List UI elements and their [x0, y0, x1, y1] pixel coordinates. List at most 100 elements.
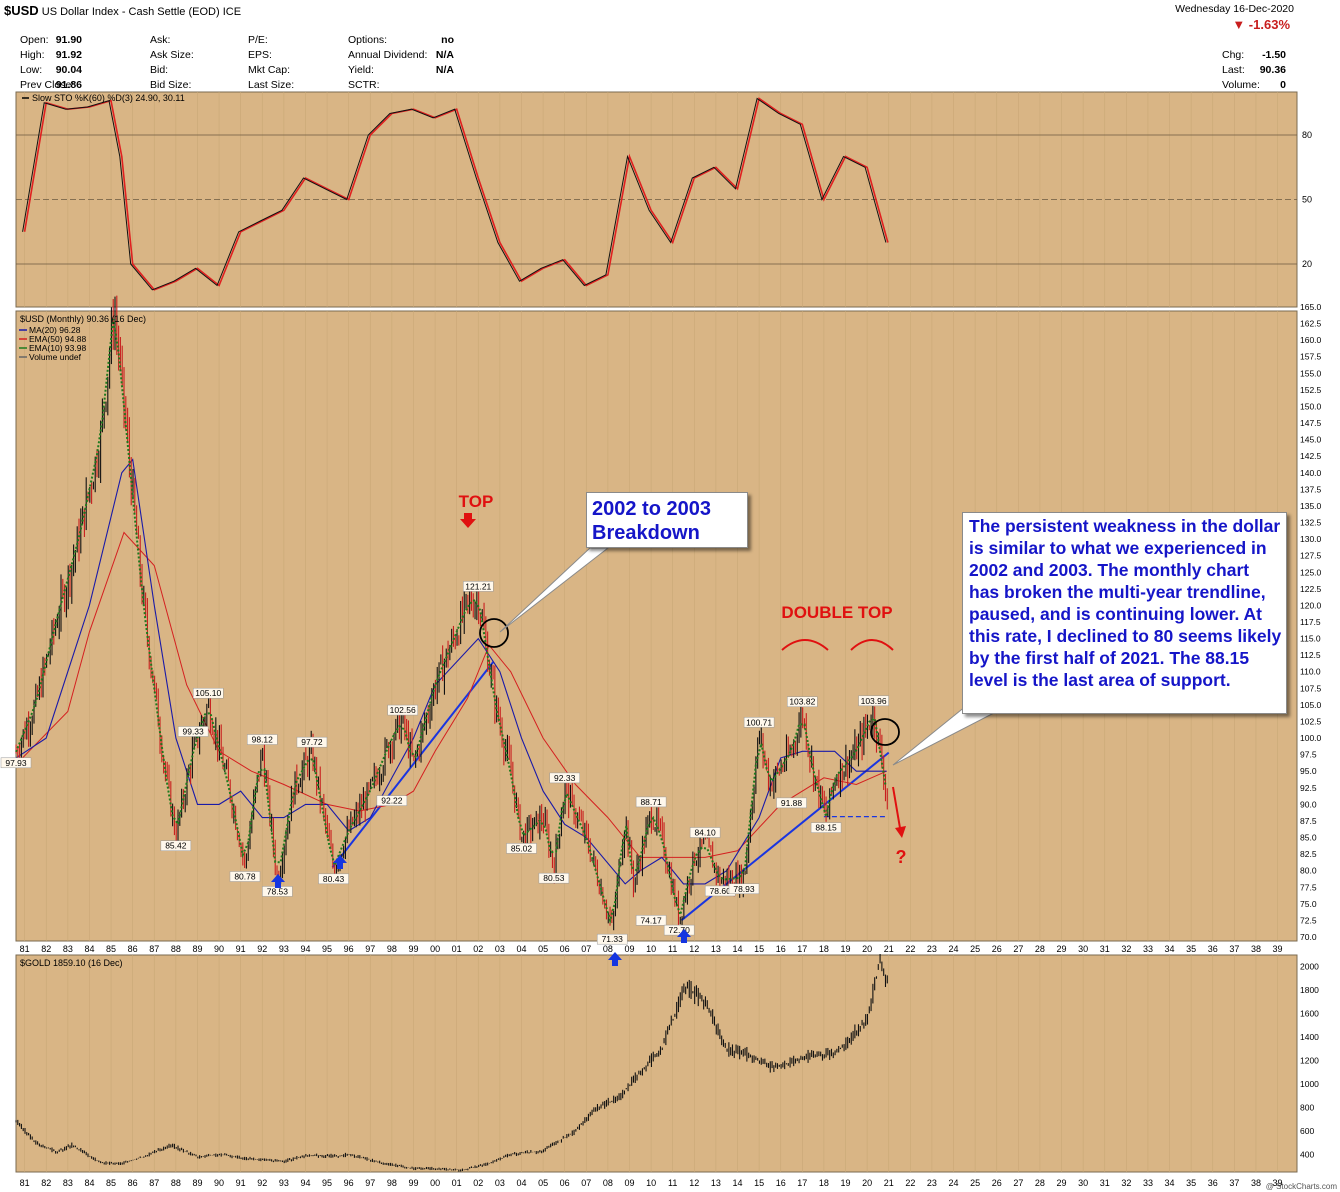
price-y-tick: 140.0 — [1300, 468, 1322, 478]
data-label-box — [728, 883, 760, 895]
bottom-arrow-1992 — [271, 874, 285, 888]
quote-label: Mkt Cap: — [248, 64, 291, 76]
quote-label: Yield: — [348, 64, 374, 76]
price-legend-item: EMA(10) 93.98 — [29, 343, 86, 353]
x-tick-label: 94 — [300, 1178, 310, 1188]
x-tick-label: 96 — [344, 1178, 354, 1188]
price-y-tick: 137.5 — [1300, 484, 1322, 494]
quote-label: Bid: — [150, 64, 169, 76]
quote-label: Prev Close: — [20, 79, 75, 91]
x-tick-label: 05 — [538, 944, 548, 954]
data-label-box — [376, 795, 408, 806]
price-y-tick: 162.5 — [1300, 319, 1322, 329]
quote-label: SCTR: — [348, 79, 380, 91]
breakout-circle — [870, 718, 900, 746]
x-tick-label: 26 — [992, 944, 1002, 954]
x-tick-label: 33 — [1143, 1178, 1153, 1188]
x-tick-label: 06 — [560, 1178, 570, 1188]
quote-value: 91.90 — [55, 34, 82, 46]
x-tick-label: 88 — [171, 944, 181, 954]
x-tick-label: 33 — [1143, 944, 1153, 954]
price-legend-title: $USD (Monthly) 90.36 (16 Dec) — [20, 314, 146, 324]
price-y-tick: 147.5 — [1300, 418, 1322, 428]
data-label-box — [247, 734, 278, 745]
data-label-box — [160, 840, 192, 851]
x-tick-label: 28 — [1035, 1178, 1045, 1188]
x-tick-label: 86 — [128, 1178, 138, 1188]
price-y-tick: 77.5 — [1300, 882, 1317, 892]
x-tick-label: 24 — [949, 1178, 959, 1188]
chart-date: Wednesday 16-Dec-2020 — [1175, 3, 1294, 15]
quote-label: Last: — [1222, 64, 1245, 76]
data-label-box — [810, 822, 842, 833]
ema10-line — [15, 318, 887, 925]
x-tick-label: 35 — [1186, 1178, 1196, 1188]
x-tick-label: 23 — [927, 944, 937, 954]
price-y-tick: 110.0 — [1300, 667, 1321, 677]
price-y-tick: 102.5 — [1300, 716, 1322, 726]
data-label-box — [318, 873, 349, 885]
data-label: 85.02 — [511, 843, 533, 853]
x-tick-label: 30 — [1078, 1178, 1088, 1188]
x-tick-label: 14 — [732, 1178, 742, 1188]
x-tick-label: 20 — [862, 1178, 872, 1188]
double-top-arc-left — [781, 639, 829, 651]
gold-y-tick: 600 — [1300, 1126, 1314, 1136]
data-label: 88.15 — [815, 823, 837, 833]
question-mark: ? — [896, 847, 907, 867]
price-y-tick: 130.0 — [1300, 534, 1322, 544]
bottom-arrow-2011 — [677, 929, 691, 943]
data-label: 71.33 — [602, 934, 624, 944]
price-y-tick: 152.5 — [1300, 385, 1322, 395]
price-y-tick: 132.5 — [1300, 518, 1322, 528]
x-tick-label: 32 — [1121, 1178, 1131, 1188]
price-y-tick: 90.0 — [1300, 799, 1317, 809]
x-tick-label: 99 — [408, 944, 418, 954]
data-label: 121.21 — [465, 581, 491, 591]
quote-label: High: — [20, 49, 45, 61]
data-label-box — [635, 796, 667, 808]
price-legend-item: EMA(50) 94.88 — [29, 334, 86, 344]
exchange: ICE — [222, 6, 242, 18]
price-y-tick: 80.0 — [1300, 866, 1317, 876]
price-legend-item: Volume undef — [29, 352, 82, 362]
quote-label: Ask Size: — [150, 49, 194, 61]
quote-label: Ask: — [150, 34, 171, 46]
x-tick-label: 94 — [300, 944, 310, 954]
x-tick-label: 01 — [452, 1178, 462, 1188]
x-tick-label: 37 — [1229, 1178, 1239, 1188]
data-label: 78.93 — [733, 884, 755, 894]
x-tick-label: 29 — [1057, 1178, 1067, 1188]
x-tick-label: 39 — [1273, 944, 1283, 954]
x-tick-label: 85 — [106, 1178, 116, 1188]
gold-y-tick: 800 — [1300, 1102, 1314, 1112]
data-label: 105.10 — [195, 688, 221, 698]
data-label: 92.33 — [554, 773, 576, 783]
quote-label: P/E: — [248, 34, 268, 46]
x-tick-label: 21 — [884, 1178, 894, 1188]
x-tick-label: 36 — [1208, 944, 1218, 954]
x-tick-label: 92 — [257, 1178, 267, 1188]
stoch-y-tick: 20 — [1302, 259, 1312, 269]
x-tick-label: 83 — [63, 944, 73, 954]
data-label-box — [689, 827, 721, 838]
data-label: 103.82 — [789, 697, 815, 707]
price-y-tick: 95.0 — [1300, 766, 1317, 776]
quote-value: -1.50 — [1262, 49, 1286, 61]
price-y-tick: 85.0 — [1300, 833, 1317, 843]
x-tick-label: 03 — [495, 944, 505, 954]
down-arrow-shaft — [892, 786, 901, 829]
stoch-y-tick: 80 — [1302, 130, 1312, 140]
x-tick-label: 82 — [41, 944, 51, 954]
x-tick-label: 03 — [495, 1178, 505, 1188]
x-tick-label: 97 — [365, 944, 375, 954]
price-y-tick: 100.0 — [1300, 733, 1322, 743]
down-arrow-head — [895, 826, 906, 838]
x-tick-label: 38 — [1251, 1178, 1261, 1188]
gold-y-tick: 1800 — [1300, 985, 1319, 995]
x-tick-label: 21 — [884, 944, 894, 954]
x-tick-label: 38 — [1251, 944, 1261, 954]
x-tick-label: 86 — [128, 944, 138, 954]
quote-label: Annual Dividend: — [348, 49, 428, 61]
